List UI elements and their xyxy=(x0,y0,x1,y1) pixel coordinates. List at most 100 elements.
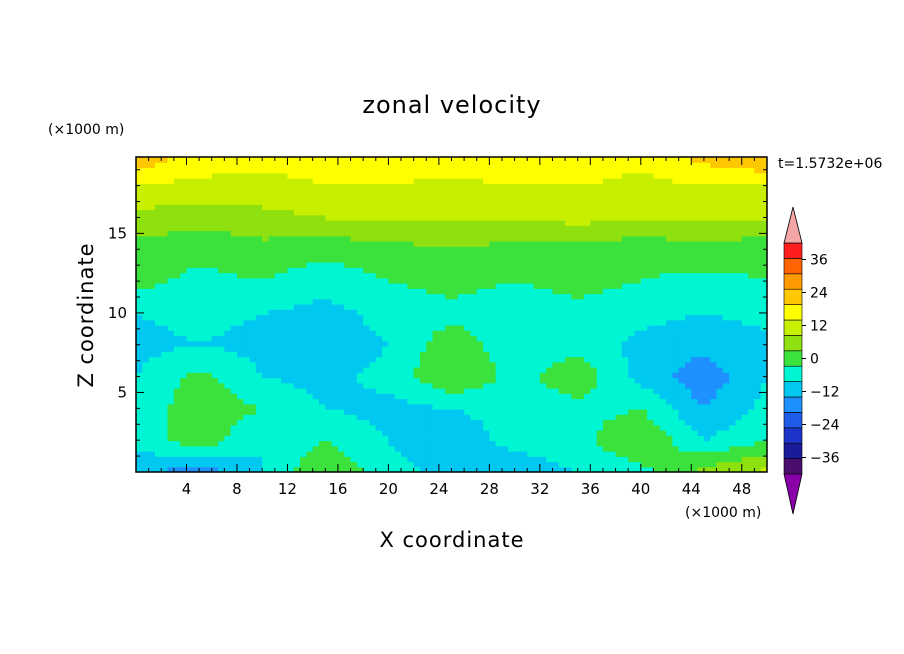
field-cell xyxy=(438,304,446,310)
field-cell xyxy=(451,367,459,373)
field-cell xyxy=(268,409,276,415)
field-cell xyxy=(274,419,282,426)
field-cell xyxy=(703,230,711,237)
field-cell xyxy=(571,456,579,463)
field-cell xyxy=(312,277,320,284)
field-cell xyxy=(312,430,320,436)
field-cell xyxy=(672,283,680,289)
field-cell xyxy=(363,293,371,300)
field-cell xyxy=(741,225,749,232)
field-cell xyxy=(735,335,743,342)
field-cell xyxy=(735,372,743,379)
field-cell xyxy=(464,456,472,463)
field-cell xyxy=(445,298,453,305)
field-cell xyxy=(609,388,617,394)
field-cell xyxy=(287,445,295,452)
field-cell xyxy=(243,325,251,331)
field-cell xyxy=(331,445,339,452)
field-cell xyxy=(754,256,762,263)
field-cell xyxy=(691,367,699,373)
field-cell xyxy=(697,319,705,326)
field-cell xyxy=(325,209,333,216)
field-cell xyxy=(186,424,194,431)
field-cell xyxy=(344,225,352,232)
field-cell xyxy=(249,272,257,279)
field-cell xyxy=(344,293,352,300)
field-cell xyxy=(432,335,440,342)
field-cell xyxy=(255,367,263,373)
field-cell xyxy=(748,445,755,452)
field-cell xyxy=(470,235,478,242)
field-cell xyxy=(558,346,566,352)
field-cell xyxy=(274,304,282,310)
field-cell xyxy=(268,214,276,221)
field-cell xyxy=(760,251,767,258)
field-cell xyxy=(154,256,162,263)
field-cell xyxy=(729,235,737,242)
field-cell xyxy=(520,262,528,268)
field-cell xyxy=(363,288,371,295)
field-cell xyxy=(754,220,762,226)
field-cell xyxy=(748,424,755,431)
field-cell xyxy=(539,372,547,379)
field-cell xyxy=(470,398,478,405)
field-cell xyxy=(596,393,604,400)
field-cell xyxy=(691,262,699,268)
field-cell xyxy=(337,393,345,400)
field-cell xyxy=(609,230,617,237)
field-cell xyxy=(136,367,143,373)
field-cell xyxy=(666,220,673,226)
field-cell xyxy=(691,283,699,289)
field-cell xyxy=(640,361,648,368)
field-cell xyxy=(451,283,459,289)
field-cell xyxy=(584,388,591,394)
field-cell xyxy=(672,235,680,242)
field-cell xyxy=(697,246,705,253)
field-cell xyxy=(445,466,453,472)
field-cell xyxy=(274,325,282,331)
field-cell xyxy=(331,456,339,463)
field-cell xyxy=(413,440,421,447)
field-cell xyxy=(224,419,232,426)
field-cell xyxy=(520,382,528,389)
field-cell xyxy=(142,330,150,337)
field-cell xyxy=(691,256,699,263)
field-cell xyxy=(640,424,648,431)
field-cell xyxy=(464,335,472,342)
field-cell xyxy=(211,377,219,384)
field-cell xyxy=(224,377,232,384)
field-cell xyxy=(577,377,585,384)
field-cell xyxy=(703,314,711,321)
field-cell xyxy=(167,288,175,295)
field-cell xyxy=(344,382,352,389)
field-cell xyxy=(501,351,509,358)
field-cell xyxy=(716,220,724,226)
field-cell xyxy=(224,230,232,237)
field-cell xyxy=(230,293,238,300)
field-cell xyxy=(476,424,484,431)
field-cell xyxy=(647,225,655,232)
field-cell xyxy=(571,319,579,326)
field-cell xyxy=(451,209,459,216)
field-cell xyxy=(533,246,541,253)
field-cell xyxy=(438,424,446,431)
field-cell xyxy=(590,346,598,352)
field-cell xyxy=(148,414,156,421)
field-cell xyxy=(199,372,207,379)
field-cell xyxy=(495,225,503,232)
field-cell xyxy=(464,256,472,263)
field-cell xyxy=(678,246,686,253)
field-cell xyxy=(678,225,686,232)
field-cell xyxy=(337,283,345,289)
field-cell xyxy=(426,241,434,247)
field-cell xyxy=(394,256,402,263)
field-cell xyxy=(186,456,194,463)
field-cell xyxy=(401,314,408,321)
field-cell xyxy=(584,456,591,463)
field-cell xyxy=(710,220,718,226)
field-cell xyxy=(691,309,699,316)
field-cell xyxy=(243,372,251,379)
field-cell xyxy=(596,356,604,363)
field-cell xyxy=(287,214,295,221)
field-cell xyxy=(716,393,724,400)
